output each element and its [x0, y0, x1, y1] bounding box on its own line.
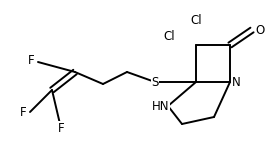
Text: HN: HN: [152, 100, 170, 112]
Text: S: S: [151, 76, 159, 88]
Text: Cl: Cl: [190, 14, 202, 27]
Text: F: F: [58, 122, 64, 135]
Text: F: F: [20, 106, 26, 119]
Text: Cl: Cl: [163, 29, 175, 42]
Text: O: O: [255, 24, 265, 37]
Text: F: F: [28, 55, 34, 67]
Text: N: N: [232, 76, 240, 88]
